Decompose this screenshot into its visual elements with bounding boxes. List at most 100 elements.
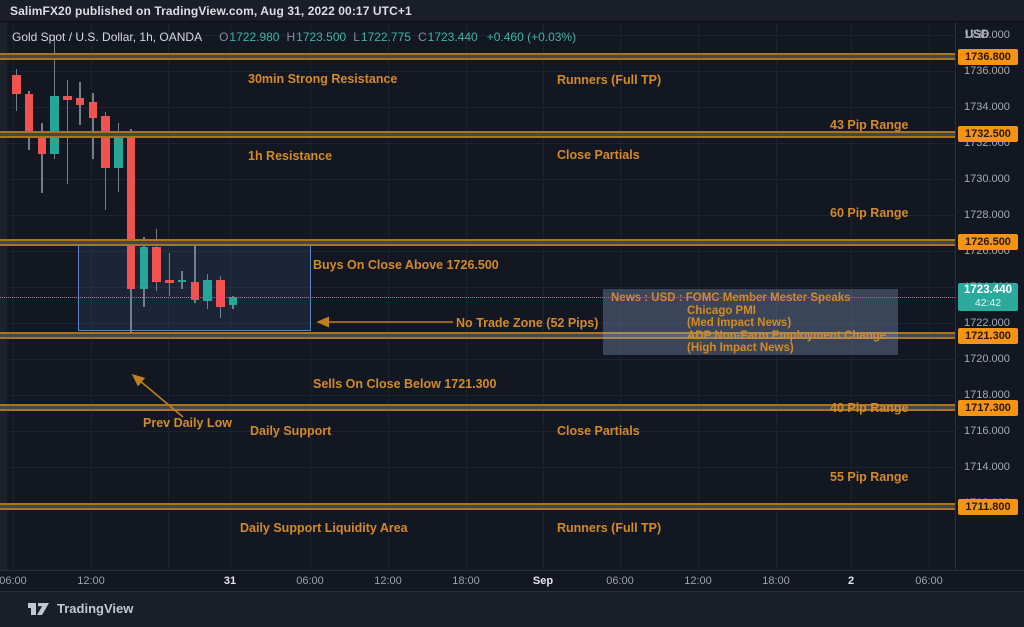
candlestick xyxy=(152,247,161,282)
no-trade-arrow[interactable] xyxy=(310,312,460,332)
news-line: ADP Non-Farm Employment Change xyxy=(687,329,887,342)
key-level-line[interactable] xyxy=(0,238,955,246)
vertical-gridline xyxy=(13,22,14,570)
news-note[interactable]: News : USD : FOMC Member Mester Speaks Ch… xyxy=(603,289,898,355)
candlestick xyxy=(126,132,136,289)
current-price-line xyxy=(0,297,955,299)
key-level-line[interactable] xyxy=(0,503,955,511)
news-line: (Med Impact News) xyxy=(687,317,792,330)
price-tick-label: 1714.000 xyxy=(964,460,1010,473)
ohlc-value: 1722.775 xyxy=(360,30,411,44)
annotation-resistance-1h[interactable]: 1h Resistance xyxy=(248,149,333,163)
candlestick xyxy=(37,132,47,154)
time-tick-label: 18:00 xyxy=(762,575,790,587)
ohlc-key: L xyxy=(353,30,360,44)
plot-left-edge xyxy=(0,22,7,570)
horizontal-gridline xyxy=(0,107,955,109)
candlestick xyxy=(177,279,187,282)
price-tick-label: 1728.000 xyxy=(964,208,1010,221)
annotation-sells-trigger[interactable]: Sells On Close Below 1721.300 xyxy=(313,377,497,391)
time-tick-label: 12:00 xyxy=(77,575,105,587)
symbol-legend[interactable]: Gold Spot / U.S. Dollar, 1h, OANDA O1722… xyxy=(12,30,576,44)
news-line: News : USD : FOMC Member Mester Speaks xyxy=(611,292,851,304)
time-tick-label: 2 xyxy=(847,575,855,587)
vertical-gridline xyxy=(91,22,92,570)
vertical-gridline xyxy=(168,22,169,570)
annotation-buys-trigger[interactable]: Buys On Close Above 1726.500 xyxy=(313,258,499,272)
candlestick xyxy=(114,132,123,169)
key-level-line[interactable] xyxy=(0,130,955,138)
annotation-range-40[interactable]: 40 Pip Range xyxy=(830,401,909,415)
horizontal-gridline xyxy=(0,71,955,73)
vertical-gridline xyxy=(388,22,389,570)
prev-daily-low-arrow[interactable] xyxy=(120,366,200,426)
ohlc-value: 1723.440 xyxy=(427,30,478,44)
time-tick-label: 18:00 xyxy=(452,575,480,587)
candlestick xyxy=(50,96,59,154)
ohlc-value: 1723.500 xyxy=(296,30,347,44)
candle-wick xyxy=(41,123,43,194)
annotation-range-43[interactable]: 43 Pip Range xyxy=(830,118,909,132)
candlestick xyxy=(203,279,212,302)
time-tick-label: 12:00 xyxy=(684,575,712,587)
annotation-runners-top[interactable]: Runners (Full TP) xyxy=(557,73,662,87)
horizontal-gridline xyxy=(0,251,955,253)
time-tick-label: 06:00 xyxy=(606,575,634,587)
tradingview-logo[interactable]: TradingView xyxy=(28,601,133,616)
candle-wick xyxy=(194,245,196,304)
candlestick xyxy=(88,101,98,118)
price-tick-label: 1734.000 xyxy=(964,100,1010,113)
candlestick xyxy=(165,279,174,284)
time-tick-label: 06:00 xyxy=(0,575,27,587)
key-level-line[interactable] xyxy=(0,404,955,412)
horizontal-gridline xyxy=(0,35,955,37)
horizontal-gridline xyxy=(0,143,955,145)
vertical-gridline xyxy=(851,22,852,570)
vertical-gridline xyxy=(698,22,699,570)
candle-wick xyxy=(92,92,94,160)
news-line: (High Impact News) xyxy=(687,342,794,355)
horizontal-gridline xyxy=(0,323,955,325)
annotation-resistance-30min[interactable]: 30min Strong Resistance xyxy=(248,72,398,86)
candlestick xyxy=(63,96,72,100)
candlestick xyxy=(216,279,225,307)
attribution-bar: SalimFX20 published on TradingView.com, … xyxy=(0,0,1024,22)
annotation-daily-support-liquidity[interactable]: Daily Support Liquidity Area xyxy=(240,521,408,535)
attribution-text: SalimFX20 published on TradingView.com, … xyxy=(10,3,412,18)
annotation-range-55[interactable]: 55 Pip Range xyxy=(830,470,909,484)
axis-currency-label: USD xyxy=(965,29,990,41)
annotation-close-partials-top[interactable]: Close Partials xyxy=(557,148,640,162)
annotation-runners-bottom[interactable]: Runners (Full TP) xyxy=(557,521,662,535)
time-tick-label: 06:00 xyxy=(915,575,943,587)
horizontal-gridline xyxy=(0,395,955,397)
annotation-daily-support[interactable]: Daily Support xyxy=(250,424,332,438)
tradingview-logo-icon xyxy=(28,602,49,615)
bar-countdown: 42:42 xyxy=(974,297,1002,310)
level-price-badge: 1732.500 xyxy=(958,126,1018,143)
price-tick-label: 1720.000 xyxy=(964,352,1010,365)
tradingview-logo-text: TradingView xyxy=(57,601,134,616)
key-level-line[interactable] xyxy=(0,332,955,340)
level-price-badge: 1711.800 xyxy=(958,498,1018,515)
candlestick xyxy=(101,116,110,169)
vertical-gridline xyxy=(230,22,231,570)
news-line: Chicago PMI xyxy=(687,304,757,317)
price-axis[interactable]: USD 1738.000 1736.000 1734.000 1732.000 1730… xyxy=(955,22,1024,570)
candle-wick xyxy=(168,252,171,297)
time-axis[interactable]: 06:00 12:00 31 06:00 12:00 18:00 Sep 06:00 12:00… xyxy=(0,570,1024,592)
price-tick-label: 1730.000 xyxy=(964,172,1010,185)
level-price-badge: 1721.300 xyxy=(958,327,1018,344)
annotation-prev-daily-low[interactable]: Prev Daily Low xyxy=(143,416,232,430)
annotation-close-partials-bottom[interactable]: Close Partials xyxy=(557,424,640,438)
horizontal-gridline xyxy=(0,287,955,289)
vertical-gridline xyxy=(543,22,544,570)
vertical-gridline xyxy=(776,22,777,570)
annotation-range-60[interactable]: 60 Pip Range xyxy=(830,206,909,220)
key-level-line[interactable] xyxy=(0,53,955,61)
price-tick-label: 1718.000 xyxy=(964,388,1010,401)
annotation-no-trade-zone-label[interactable]: No Trade Zone (52 Pips) xyxy=(456,316,599,330)
horizontal-gridline xyxy=(0,215,955,217)
current-price-value: 1723.440 xyxy=(964,284,1012,297)
horizontal-gridline xyxy=(0,431,955,433)
chart-plot[interactable]: News : USD : FOMC Member Mester Speaks Ch… xyxy=(0,22,955,570)
